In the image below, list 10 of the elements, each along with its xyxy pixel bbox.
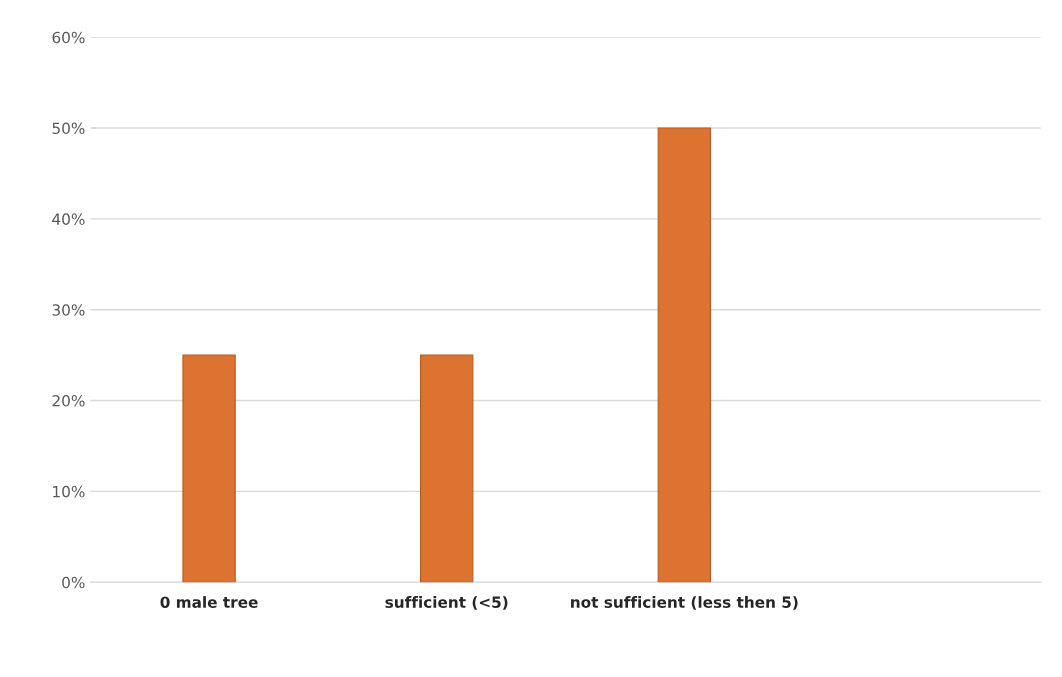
y-tick-label: 0% [62, 576, 85, 589]
y-tick-label: 10% [53, 485, 85, 498]
x-tick-label: not sufficient (less then 5) [571, 596, 798, 610]
y-tick-label: 60% [52, 31, 85, 44]
y-tick-label: 30% [52, 304, 85, 316]
x-tick-label: 0 male tree [160, 596, 258, 608]
y-tick-label: 40% [52, 213, 85, 225]
x-tick-label: sufficient (<5) [385, 596, 508, 610]
y-tick-label: 20% [52, 395, 85, 407]
y-tick-label: 50% [52, 122, 85, 135]
